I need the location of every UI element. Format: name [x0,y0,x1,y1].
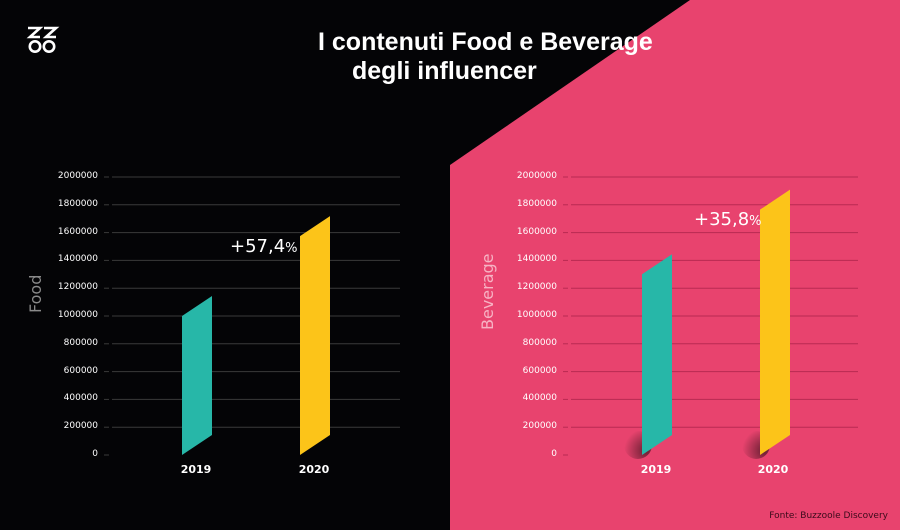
y-tick-label: 1400000 [57,254,98,265]
y-tick-label: 400000 [63,393,98,404]
y-tick-label: 800000 [522,337,557,348]
bar-2019 [642,254,672,455]
y-tick-label: 1400000 [516,254,557,265]
y-tick-label: 600000 [63,365,98,376]
percent-sign: % [285,241,298,256]
y-tick-label: 1800000 [516,198,557,209]
y-tick-label: 1600000 [57,226,98,237]
title-line-1: I contenuti Food e Beverage [318,28,653,56]
bar-2020 [760,189,790,456]
source-caption: Fonte: Buzzoole Discovery [769,511,888,521]
y-tick-label: 1000000 [516,310,557,320]
y-tick-label: 600000 [522,365,557,376]
y-tick-label: 1000000 [57,310,98,320]
x-tick-label: 2019 [180,463,212,476]
bar-2020 [300,216,330,455]
growth-value: +57,4 [230,236,286,257]
y-tick-label: 200000 [63,421,98,432]
bar-2019 [182,296,212,455]
x-tick-label: 2020 [757,463,789,476]
growth-annotation: +35,8% [694,209,762,230]
percent-sign: % [749,214,762,229]
y-tick-label: 1600000 [516,226,557,237]
title-line-2: degli influencer [352,57,537,85]
y-tick-label: 0 [551,449,557,459]
growth-value: +35,8 [694,209,750,230]
y-tick-label: 2000000 [57,171,98,181]
growth-annotation: +57,4% [230,236,298,257]
x-tick-label: 2019 [640,463,672,476]
y-tick-label: 1200000 [57,282,98,293]
y-tick-label: 0 [92,449,98,459]
y-tick-label: 2000000 [516,171,557,181]
zz-logo-icon [26,26,60,53]
y-tick-label: 800000 [63,337,98,348]
y-tick-label: 1800000 [57,198,98,209]
y-axis-title: Beverage [478,253,497,330]
x-tick-label: 2020 [298,463,330,476]
y-tick-label: 1200000 [516,282,557,293]
y-tick-label: 200000 [522,421,557,432]
y-tick-label: 400000 [522,393,557,404]
